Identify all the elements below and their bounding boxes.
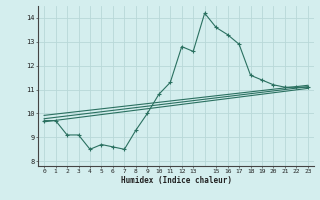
X-axis label: Humidex (Indice chaleur): Humidex (Indice chaleur) — [121, 176, 231, 185]
